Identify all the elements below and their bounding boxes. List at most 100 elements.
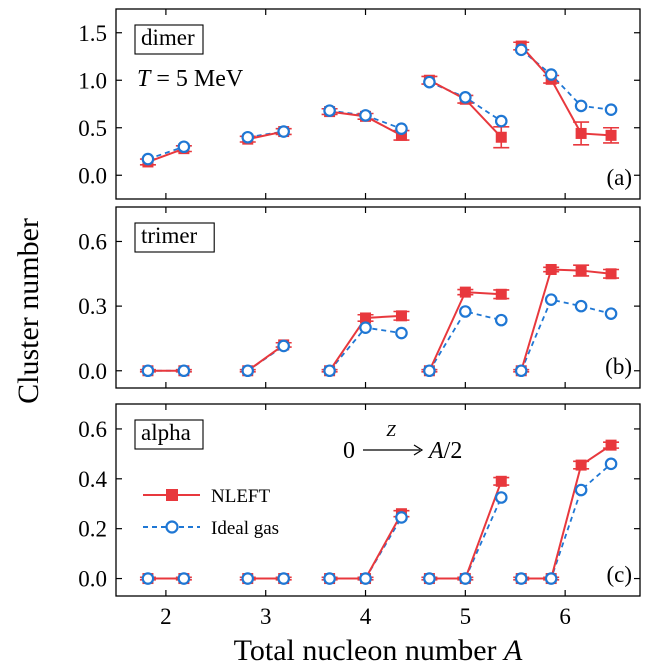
nleft-point: [575, 127, 587, 139]
y-tick-label: 0.6: [78, 417, 107, 442]
ideal-gas-point: [459, 91, 472, 104]
ideal-gas-point: [574, 299, 588, 313]
ideal-gas-line: [428, 310, 502, 372]
ideal-gas-point: [395, 122, 408, 135]
nleft-point: [395, 310, 407, 322]
ideal-gas-line: [520, 49, 612, 111]
panel-frame: [115, 206, 641, 389]
panel-label-box: [134, 222, 215, 253]
panel-label-dimer: dimer: [141, 25, 195, 50]
charge-range-start: 0: [343, 438, 355, 464]
panel-label-box: [134, 24, 204, 55]
ideal-gas-line: [329, 516, 403, 580]
ideal-gas-point: [494, 491, 508, 504]
ideal-gas-point: [177, 364, 191, 378]
nleft-line: [521, 444, 612, 580]
nleft-point: [575, 459, 587, 471]
y-tick-label: 0.6: [78, 229, 107, 254]
panel-alpha: 0.0 0.2 0.4 0.6 alpha (c) 2 3 4 5 6: [78, 403, 641, 629]
charge-range-annotation: 0 Z A/2: [343, 421, 462, 464]
ideal-gas-point: [177, 140, 191, 154]
x-tick-label: 4: [360, 604, 372, 629]
y-tick-label: 0.0: [78, 359, 107, 384]
ideal-gas-point: [395, 511, 408, 524]
x-tick-label: 3: [260, 604, 272, 629]
x-axis-label: Total nucleon number A: [234, 634, 523, 667]
panel-label-box: [134, 419, 204, 450]
nleft-line: [520, 45, 612, 137]
x-axis-label-var: A: [502, 634, 523, 667]
charge-range-end: A/2: [427, 438, 462, 464]
charge-range-arrow-head: [413, 444, 424, 456]
y-tick-label: 0.0: [78, 567, 107, 592]
panel-tag: (a): [606, 165, 632, 190]
y-tick-label: 0.5: [78, 116, 107, 141]
ideal-gas-point: [423, 75, 436, 89]
ideal-gas-point: [514, 364, 528, 378]
x-axis-label-text: Total nucleon number: [234, 634, 504, 667]
ideal-gas-point: [177, 572, 191, 585]
y-tick-label: 0.2: [78, 517, 107, 542]
ideal-gas-line: [328, 326, 402, 372]
ideal-gas-point: [459, 572, 472, 585]
x-tick-label: 5: [460, 604, 472, 629]
ideal-gas-point: [423, 364, 436, 378]
ideal-gas-point: [323, 572, 336, 585]
y-tick-label: 0.3: [78, 294, 107, 319]
ideal-gas-point: [141, 152, 155, 166]
ideal-gas-point: [544, 572, 558, 585]
ideal-gas-point: [241, 130, 255, 144]
ideal-gas-point: [494, 313, 508, 327]
x-tick-label: 6: [559, 604, 571, 629]
panel-trimer: 0.0 0.3 0.6 trimer (b): [78, 206, 641, 389]
ideal-gas-point: [359, 572, 372, 585]
ideal-gas-point: [277, 125, 290, 138]
y-tick-label: 0.4: [78, 467, 107, 492]
y-axis-label: Cluster number: [12, 218, 45, 404]
ideal-gas-point: [544, 293, 558, 306]
nleft-line: [329, 513, 403, 580]
nleft-line: [429, 480, 503, 580]
panels: 0.00.51.01.5 dimer(a)0.00.30.6 trimer(b)0.…: [78, 8, 641, 629]
legend-nleft-marker: [166, 489, 178, 501]
legend: NLEFT Ideal gas: [143, 486, 279, 539]
ideal-gas-line: [520, 298, 612, 372]
panel-tag: (c): [606, 562, 632, 587]
nleft-line: [520, 268, 612, 372]
legend-ideal-marker: [165, 520, 179, 534]
y-tick-label: 1.0: [78, 68, 107, 93]
ideal-gas-point: [241, 572, 255, 585]
nleft-point: [605, 268, 617, 280]
ideal-gas-point: [277, 339, 290, 353]
panel-frame: [115, 403, 641, 597]
nleft-point: [495, 131, 507, 143]
ideal-gas-point: [323, 364, 336, 378]
ideal-gas-line: [521, 463, 612, 580]
charge-range-over: Z: [386, 421, 396, 440]
temperature-annotation: T = 5 MeV: [137, 66, 244, 92]
nleft-point: [575, 265, 587, 277]
ideal-gas-point: [574, 483, 588, 497]
ideal-gas-point: [323, 104, 336, 117]
ideal-gas-point: [574, 99, 588, 113]
nleft-point: [605, 439, 617, 451]
nleft-point: [495, 475, 507, 487]
panel-tag: (b): [605, 354, 632, 379]
legend-nleft-label: NLEFT: [211, 486, 271, 507]
ideal-gas-point: [141, 572, 155, 585]
panel-label-trimer: trimer: [141, 223, 198, 248]
y-tick-label: 0.0: [78, 163, 107, 188]
ideal-gas-point: [459, 305, 472, 318]
panel-dimer: 0.0 0.5 1.0 1.5 dimer (a): [78, 8, 641, 200]
ideal-gas-point: [604, 103, 618, 116]
ideal-gas-point: [604, 307, 618, 320]
nleft-line: [428, 291, 502, 372]
ideal-gas-point: [277, 572, 290, 585]
ideal-gas-point: [141, 364, 155, 378]
nleft-point: [459, 286, 471, 298]
ideal-gas-point: [514, 43, 528, 57]
ideal-gas-point: [395, 326, 408, 340]
panel-frame: [115, 8, 641, 200]
nleft-point: [545, 263, 557, 275]
